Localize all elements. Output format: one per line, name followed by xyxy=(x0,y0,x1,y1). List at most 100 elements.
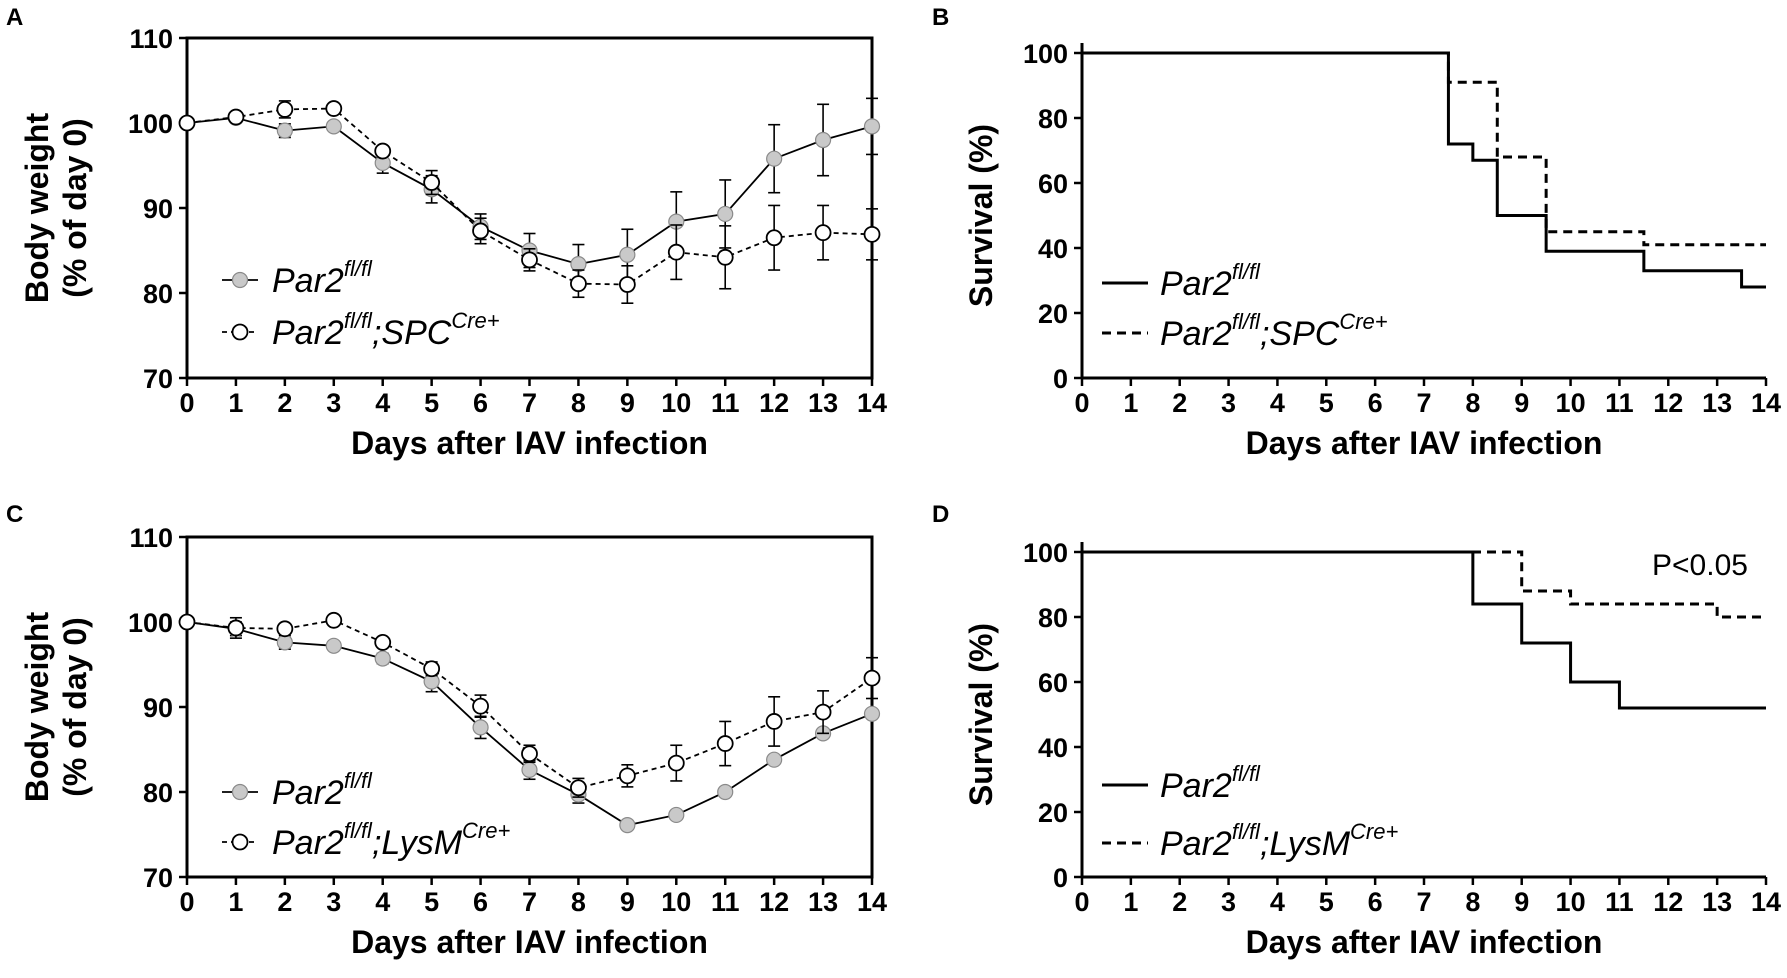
y-tick-label: 100 xyxy=(1023,39,1068,69)
x-tick-label: 14 xyxy=(857,388,887,418)
y-tick-label: 20 xyxy=(1038,299,1068,329)
legend-label: Par2fl/fl;LysMCre+ xyxy=(1160,819,1398,863)
data-point xyxy=(814,224,832,242)
x-tick-label: 13 xyxy=(808,887,838,917)
data-point xyxy=(716,248,734,266)
data-point xyxy=(374,142,392,160)
x-tick-label: 3 xyxy=(1221,887,1236,917)
data-point xyxy=(227,619,245,637)
x-tick-label: 3 xyxy=(1221,388,1236,418)
legend-entry-2: Par2fl/fl;SPCCre+ xyxy=(222,308,500,352)
x-tick-label: 12 xyxy=(1653,388,1683,418)
data-point xyxy=(618,276,636,293)
x-tick-label: 8 xyxy=(571,887,586,917)
data-point xyxy=(472,222,489,240)
series-2 xyxy=(1082,51,1766,247)
y-tick-label: 110 xyxy=(129,523,173,553)
data-point xyxy=(766,751,783,768)
x-tick-label: 5 xyxy=(1319,887,1334,917)
x-tick-label: 14 xyxy=(1751,887,1781,917)
x-tick-label: 11 xyxy=(1605,887,1634,917)
y-tick-label: 80 xyxy=(143,279,173,309)
y-tick-label: 0 xyxy=(1053,364,1068,394)
x-tick-label: 2 xyxy=(1172,887,1187,917)
data-point xyxy=(814,703,832,721)
x-tick-label: 14 xyxy=(1751,388,1781,418)
x-tick-label: 3 xyxy=(326,887,341,917)
data-point xyxy=(325,100,343,117)
data-point xyxy=(717,205,734,223)
y-tick-label: 60 xyxy=(1038,169,1068,199)
legend-label: Par2fl/fl xyxy=(1160,761,1261,805)
x-tick-label: 9 xyxy=(1514,388,1529,418)
data-point xyxy=(863,225,881,243)
y-tick-label: 20 xyxy=(1038,798,1068,828)
legend-label: Par2fl/fl;SPCCre+ xyxy=(272,308,500,352)
x-tick-label: 7 xyxy=(522,887,537,917)
y-tick-label: 70 xyxy=(143,364,173,394)
y-axis-title: Survival (%) xyxy=(963,623,999,806)
x-tick-label: 7 xyxy=(522,388,537,418)
x-tick-label: 12 xyxy=(759,887,789,917)
legend-marker xyxy=(231,323,249,341)
data-point xyxy=(325,637,342,654)
data-point xyxy=(276,620,294,638)
data-point xyxy=(619,246,636,263)
y-tick-label: 80 xyxy=(1038,104,1068,134)
data-point xyxy=(423,660,441,678)
data-point xyxy=(325,611,343,629)
legend-entry-2: Par2fl/fl;SPCCre+ xyxy=(1102,309,1388,353)
x-tick-label: 11 xyxy=(711,388,740,418)
x-tick-label: 1 xyxy=(228,887,243,917)
y-tick-label: 90 xyxy=(143,693,173,723)
y-tick-label: 80 xyxy=(143,778,173,808)
y-axis-title-line1: Body weight xyxy=(19,113,55,304)
x-tick-label: 10 xyxy=(661,887,691,917)
legend: Par2fl/fl Par2fl/fl;LysMCre+ xyxy=(1102,761,1398,863)
x-tick-label: 9 xyxy=(620,388,635,418)
legend-label: Par2fl/fl xyxy=(272,768,373,812)
data-point xyxy=(276,122,293,139)
data-point xyxy=(521,745,538,763)
x-tick-label: 4 xyxy=(1270,887,1285,917)
x-tick-label: 2 xyxy=(277,388,292,418)
y-tick-label: 100 xyxy=(128,608,173,638)
x-tick-label: 10 xyxy=(1556,887,1586,917)
x-tick-label: 8 xyxy=(1465,887,1480,917)
x-tick-label: 0 xyxy=(179,388,194,418)
data-point xyxy=(716,735,734,752)
series-2 xyxy=(178,611,881,798)
legend-entry-1: Par2fl/fl xyxy=(222,256,373,300)
legend-label: Par2fl/fl;LysMCre+ xyxy=(272,818,510,862)
y-tick-label: 60 xyxy=(1038,668,1068,698)
data-point xyxy=(178,613,196,631)
legend: Par2fl/fl Par2fl/fl;LysMCre+ xyxy=(222,768,510,862)
y-tick-label: 80 xyxy=(1038,603,1068,633)
y-axis-title-line1: Body weight xyxy=(19,612,55,803)
legend-marker xyxy=(231,271,249,289)
survival-step-line xyxy=(1082,51,1766,247)
data-point xyxy=(178,114,196,132)
y-axis-title: Survival (%) xyxy=(963,124,999,307)
x-tick-label: 8 xyxy=(1465,388,1480,418)
survival-step-line xyxy=(1082,550,1766,710)
x-tick-label: 10 xyxy=(661,388,691,418)
data-point xyxy=(765,713,783,730)
legend-marker xyxy=(231,833,249,851)
data-point xyxy=(863,669,881,687)
series-2 xyxy=(178,100,881,305)
y-tick-label: 90 xyxy=(143,194,173,224)
data-point xyxy=(863,705,881,722)
data-point xyxy=(227,108,245,126)
data-point xyxy=(472,697,489,715)
legend-entry-2: Par2fl/fl;LysMCre+ xyxy=(222,818,510,862)
y-tick-label: 40 xyxy=(1038,733,1068,763)
data-point xyxy=(863,118,881,135)
data-point xyxy=(765,229,783,247)
x-tick-label: 5 xyxy=(424,887,439,917)
data-point xyxy=(618,767,636,785)
x-tick-label: 3 xyxy=(326,388,341,418)
legend: Par2fl/fl Par2fl/fl;SPCCre+ xyxy=(1102,259,1388,353)
